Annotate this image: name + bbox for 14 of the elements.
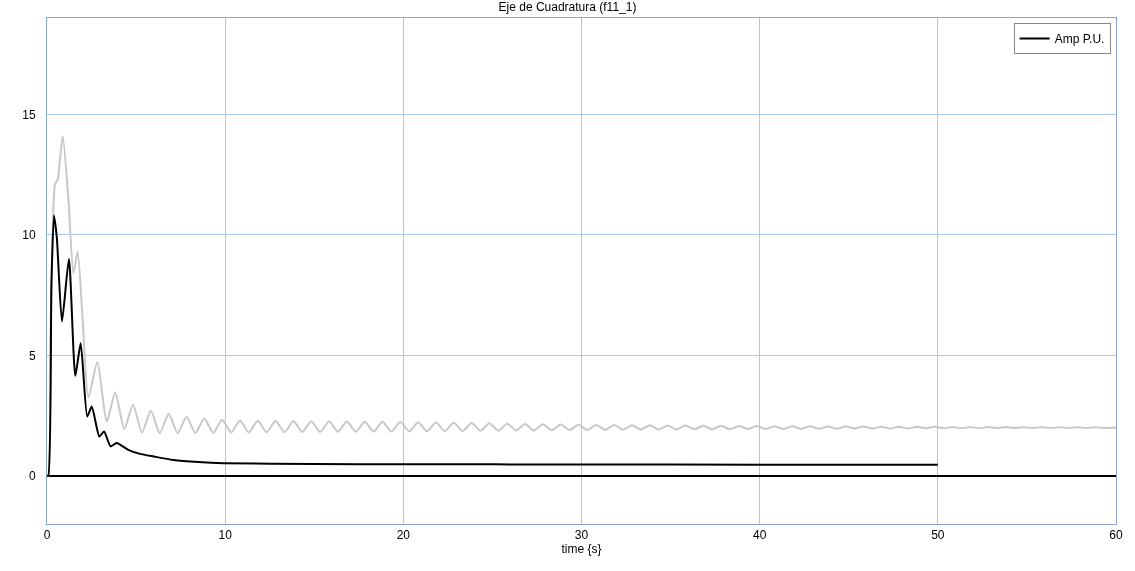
x-tick-label: 20 — [396, 528, 411, 543]
y-tick-label: 5 — [28, 348, 36, 363]
x-tick-label: 0 — [43, 528, 51, 543]
x-tick-label: 10 — [218, 528, 233, 543]
y-tick-label: 0 — [28, 469, 36, 484]
y-tick-label: 10 — [22, 228, 36, 243]
x-tick-label: 60 — [1109, 528, 1123, 543]
legend-label: Amp P.U. — [1054, 32, 1105, 47]
chart-title: Eje de Cuadratura (f11_1) — [498, 0, 637, 15]
x-axis-title: time {s} — [561, 542, 602, 557]
x-tick-label: 40 — [752, 528, 767, 543]
x-tick-label: 30 — [574, 528, 589, 543]
x-tick-label: 50 — [931, 528, 945, 543]
y-tick-label: 15 — [22, 107, 36, 122]
